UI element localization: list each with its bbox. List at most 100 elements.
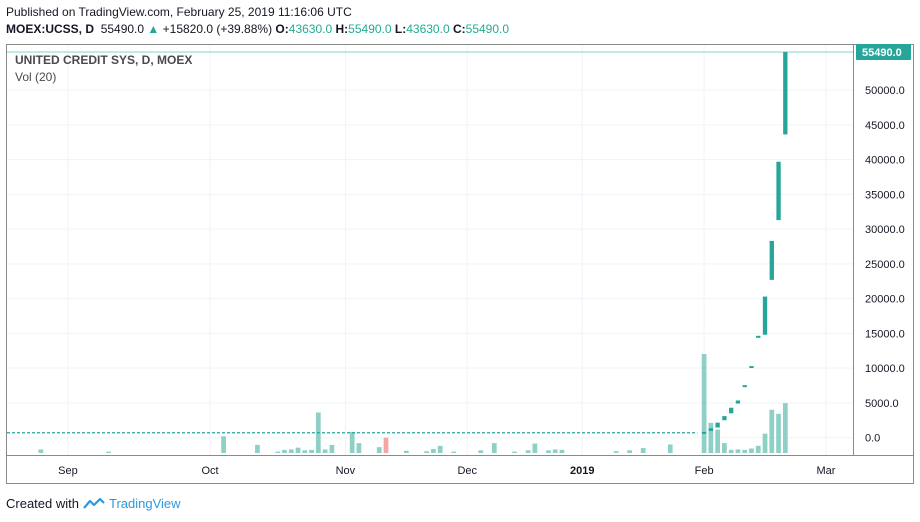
x-tick-label: Sep <box>58 465 78 477</box>
volume-bar <box>403 450 409 453</box>
volume-bar <box>776 413 781 453</box>
time-axis[interactable] <box>6 456 914 484</box>
y-tick-label: 10000.0 <box>865 363 905 375</box>
tradingview-brand[interactable]: TradingView <box>108 496 181 511</box>
volume-bar <box>295 447 301 453</box>
footer: Created with TradingView <box>6 496 181 511</box>
chart-pane[interactable] <box>6 44 854 456</box>
volume-bar <box>525 450 531 453</box>
volume-bar <box>532 443 538 453</box>
volume-bar <box>742 449 748 453</box>
volume-bar <box>627 450 633 453</box>
x-tick-label: Feb <box>695 465 714 477</box>
x-tick-label: Oct <box>201 465 218 477</box>
candle <box>742 385 747 388</box>
volume-bar <box>701 354 707 453</box>
volume-bar <box>221 436 226 453</box>
candle <box>722 416 727 421</box>
low-value: 43630.0 <box>406 22 450 36</box>
y-tick-label: 35000.0 <box>865 189 905 201</box>
price-change: +15820.0 (+39.88%) <box>162 22 273 36</box>
close-label: C: <box>452 22 466 36</box>
volume-bar <box>782 403 788 453</box>
volume-bar <box>715 429 721 453</box>
volume-bar <box>255 444 260 453</box>
low-label: L: <box>394 22 407 36</box>
volume-bar <box>512 451 517 453</box>
volume-bar <box>491 443 497 453</box>
y-tick-label: 25000.0 <box>865 259 905 271</box>
x-tick-label: Mar <box>816 465 835 477</box>
volume-bar <box>275 451 281 453</box>
volume-bar <box>722 443 727 453</box>
volume-bar <box>735 449 741 453</box>
volume-bar <box>349 431 355 453</box>
volume-bar <box>728 449 734 453</box>
y-tick-label: 5000.0 <box>865 398 899 410</box>
volume-bar <box>376 447 382 453</box>
price-tag <box>856 44 911 61</box>
created-with-label: Created with <box>6 496 79 511</box>
candle <box>735 400 741 404</box>
volume-bar <box>755 445 761 453</box>
volume-bar <box>769 409 775 453</box>
candle <box>769 240 774 280</box>
tradingview-logo-icon <box>83 497 105 509</box>
volume-bar <box>383 437 389 453</box>
y-tick-label: 30000.0 <box>865 224 905 236</box>
volume-bar <box>329 444 335 453</box>
open-label: O: <box>275 22 289 36</box>
candle <box>729 407 734 414</box>
volume-legend: Vol (20) <box>15 70 57 84</box>
volume-bar <box>749 448 754 453</box>
high-value: 55490.0 <box>348 22 392 36</box>
x-tick-label: Nov <box>336 465 356 477</box>
volume-bar <box>431 448 436 453</box>
y-tick-label: 45000.0 <box>865 120 905 132</box>
volume-bar <box>546 450 551 453</box>
candle <box>715 422 720 428</box>
y-tick-label: 50000.0 <box>865 85 905 97</box>
volume-bar <box>282 449 287 453</box>
volume-bar <box>288 449 294 453</box>
candle <box>776 161 781 221</box>
volume-bar <box>451 451 457 453</box>
volume-bar <box>302 450 308 453</box>
candle <box>708 428 714 432</box>
candle <box>749 366 754 369</box>
candle <box>762 296 768 335</box>
volume-bar <box>708 422 714 453</box>
y-tick-label: 20000.0 <box>865 294 905 306</box>
volume-bar <box>552 449 558 453</box>
volume-bar <box>322 449 328 453</box>
volume-bar <box>559 449 565 453</box>
volume-bar <box>309 449 314 453</box>
x-tick-label: Dec <box>457 465 477 477</box>
volume-bar <box>613 451 619 453</box>
volume-bar <box>106 451 111 453</box>
volume-bar <box>762 433 768 453</box>
x-tick-label: 2019 <box>570 465 594 477</box>
candle <box>783 52 788 135</box>
close-value: 55490.0 <box>465 22 510 36</box>
price-tag-label: 55490.0 <box>862 47 902 59</box>
candle <box>701 431 707 434</box>
volume-bar <box>38 449 44 453</box>
open-value: 43630.0 <box>288 22 333 36</box>
published-note: Published on TradingView.com, February 2… <box>6 5 352 19</box>
volume-bar <box>356 443 362 453</box>
last-price: 55490.0 <box>100 22 145 36</box>
y-tick-label: 15000.0 <box>865 328 905 340</box>
ohlc-bar: MOEX:UCSS, D 55490.0 ▲ +15820.0 (+39.88%… <box>6 22 509 36</box>
chart-title: UNITED CREDIT SYS, D, MOEX <box>15 53 193 67</box>
volume-bar <box>667 444 673 453</box>
volume-bar <box>640 448 646 453</box>
volume-bar <box>424 451 429 453</box>
symbol-label: MOEX:UCSS, D <box>6 22 95 36</box>
up-arrow-icon: ▲ <box>147 22 160 36</box>
candle <box>756 335 761 338</box>
volume-bar <box>437 445 443 453</box>
high-label: H: <box>335 22 349 36</box>
y-tick-label: 0.0 <box>865 433 880 445</box>
